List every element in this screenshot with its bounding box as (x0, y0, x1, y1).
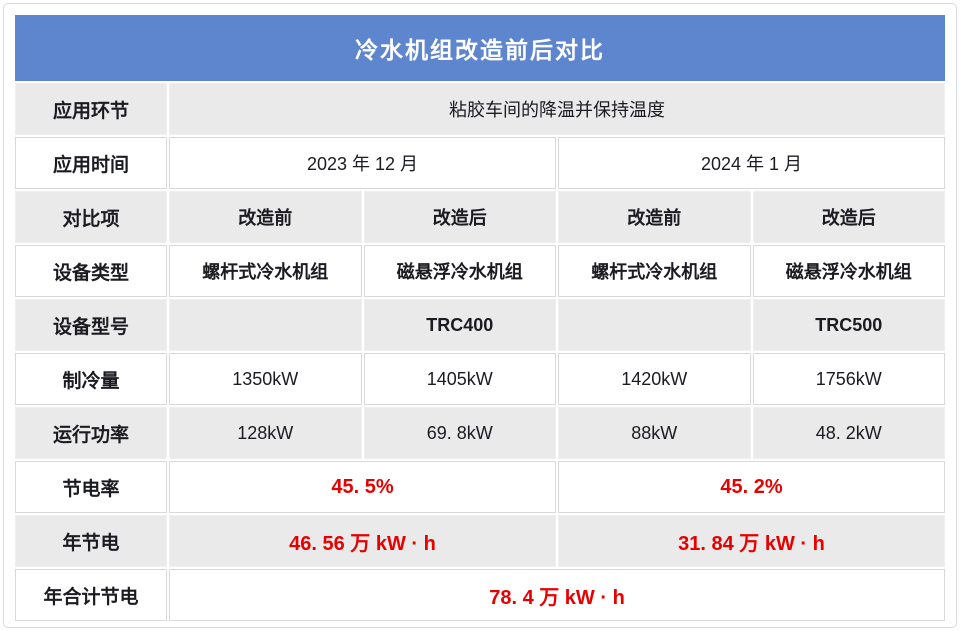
value-cell: 1420kW (558, 353, 751, 405)
table-title: 冷水机组改造前后对比 (15, 15, 945, 81)
row-label-cell: 年节电 (15, 515, 167, 567)
highlight-value-cell: 78. 4 万 kW · h (169, 569, 945, 621)
value-cell: 2023 年 12 月 (169, 137, 556, 189)
value-cell: 1350kW (169, 353, 362, 405)
row-label-cell: 制冷量 (15, 353, 167, 405)
value-cell: 磁悬浮冷水机组 (752, 245, 945, 297)
value-cell: 螺杆式冷水机组 (558, 245, 751, 297)
table-row: 年合计节电 78. 4 万 kW · h (15, 569, 945, 621)
value-cell: 88kW (558, 407, 751, 459)
table-row: 设备类型 螺杆式冷水机组 磁悬浮冷水机组 螺杆式冷水机组 磁悬浮冷水机组 (15, 245, 945, 297)
value-cell: 粘胶车间的降温并保持温度 (169, 83, 945, 135)
value-cell: 改造后 (363, 191, 556, 243)
row-label-cell: 应用时间 (15, 137, 167, 189)
row-label-cell: 设备类型 (15, 245, 167, 297)
value-cell (169, 299, 362, 351)
value-cell: TRC400 (363, 299, 556, 351)
row-label-cell: 年合计节电 (15, 569, 167, 621)
row-label-cell: 设备型号 (15, 299, 167, 351)
value-cell: TRC500 (752, 299, 945, 351)
row-label-cell: 节电率 (15, 461, 167, 513)
highlight-value-cell: 45. 2% (558, 461, 945, 513)
comparison-table: 冷水机组改造前后对比 应用环节 粘胶车间的降温并保持温度 应用时间 2023 年 12… (13, 13, 947, 623)
value-cell: 螺杆式冷水机组 (169, 245, 362, 297)
value-cell: 1405kW (363, 353, 556, 405)
value-cell: 改造前 (558, 191, 751, 243)
table-row: 应用时间 2023 年 12 月 2024 年 1 月 (15, 137, 945, 189)
row-label-cell: 运行功率 (15, 407, 167, 459)
table-row: 制冷量 1350kW 1405kW 1420kW 1756kW (15, 353, 945, 405)
value-cell: 1756kW (752, 353, 945, 405)
table-row: 对比项 改造前 改造后 改造前 改造后 (15, 191, 945, 243)
value-cell: 69. 8kW (363, 407, 556, 459)
row-label-cell: 对比项 (15, 191, 167, 243)
table-row: 运行功率 128kW 69. 8kW 88kW 48. 2kW (15, 407, 945, 459)
table-title-row: 冷水机组改造前后对比 (15, 15, 945, 81)
table-body: 应用环节 粘胶车间的降温并保持温度 应用时间 2023 年 12 月 2024 年 1 … (15, 83, 945, 621)
table-row: 年节电 46. 56 万 kW · h 31. 84 万 kW · h (15, 515, 945, 567)
row-label-cell: 应用环节 (15, 83, 167, 135)
value-cell: 改造前 (169, 191, 362, 243)
value-cell (558, 299, 751, 351)
table-row: 节电率 45. 5% 45. 2% (15, 461, 945, 513)
table-row: 设备型号 TRC400 TRC500 (15, 299, 945, 351)
highlight-value-cell: 45. 5% (169, 461, 556, 513)
table-row: 应用环节 粘胶车间的降温并保持温度 (15, 83, 945, 135)
value-cell: 128kW (169, 407, 362, 459)
value-cell: 2024 年 1 月 (558, 137, 945, 189)
value-cell: 48. 2kW (752, 407, 945, 459)
value-cell: 磁悬浮冷水机组 (363, 245, 556, 297)
highlight-value-cell: 31. 84 万 kW · h (558, 515, 945, 567)
value-cell: 改造后 (752, 191, 945, 243)
highlight-value-cell: 46. 56 万 kW · h (169, 515, 556, 567)
